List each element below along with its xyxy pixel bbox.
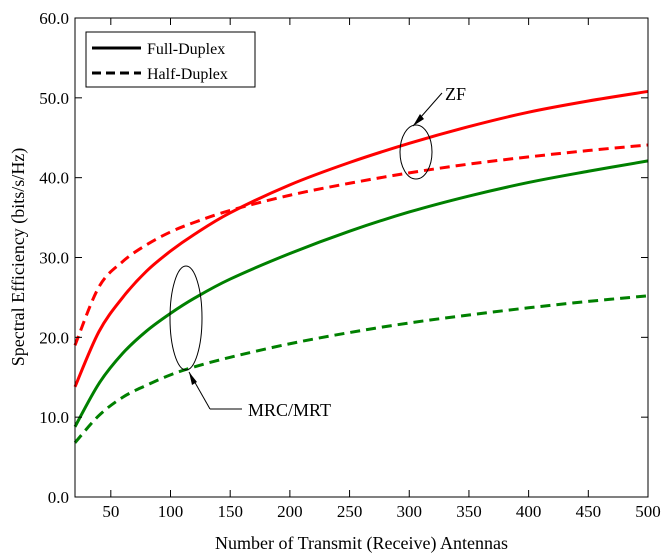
x-tick-label: 450	[576, 502, 602, 521]
series-line-zf-solid	[73, 89, 649, 388]
annotation-mrc: MRC/MRT	[169, 265, 331, 420]
y-tick-label: 0.0	[48, 488, 69, 507]
x-tick-label: 500	[635, 502, 661, 521]
annotation-zf: ZF	[399, 84, 466, 180]
x-tick-label: 50	[102, 502, 119, 521]
y-tick-label: 20.0	[39, 328, 69, 347]
zf-label: ZF	[445, 84, 466, 104]
series-group	[73, 89, 649, 444]
zf-ellipse	[399, 124, 433, 180]
x-tick-label: 250	[337, 502, 363, 521]
y-tick-label: 60.0	[39, 9, 69, 28]
x-tick-label: 100	[158, 502, 184, 521]
y-axis-label: Spectral Efficiency (bits/s/Hz)	[8, 148, 29, 367]
mrc-ellipse	[169, 265, 203, 371]
y-tick-label: 30.0	[39, 249, 69, 268]
legend-label-half-duplex: Half-Duplex	[147, 66, 228, 83]
series-line-mrc-dashed	[73, 294, 649, 444]
x-tick-label: 200	[277, 502, 303, 521]
mrc-label: MRC/MRT	[248, 400, 331, 420]
axis-ticks: 0.0 10.0 20.0 30.0 40.0 50.0 60.0 50 100 150 200 25…	[39, 9, 661, 521]
series-line-mrc-solid	[73, 159, 649, 428]
y-tick-label: 10.0	[39, 408, 69, 427]
x-tick-label: 300	[397, 502, 423, 521]
x-axis-label: Number of Transmit (Receive) Antennas	[215, 533, 508, 554]
legend: Full-Duplex Half-Duplex	[85, 31, 256, 88]
x-tick-label: 350	[456, 502, 482, 521]
legend-label-full-duplex: Full-Duplex	[147, 41, 225, 58]
y-tick-label: 40.0	[39, 169, 69, 188]
y-tick-label: 50.0	[39, 89, 69, 108]
mrc-arrowhead	[189, 372, 197, 385]
x-tick-label: 150	[217, 502, 243, 521]
x-tick-label: 400	[516, 502, 542, 521]
zf-arrowhead	[413, 114, 424, 126]
series-line-zf-dashed	[73, 143, 649, 346]
legend-box	[85, 31, 256, 88]
